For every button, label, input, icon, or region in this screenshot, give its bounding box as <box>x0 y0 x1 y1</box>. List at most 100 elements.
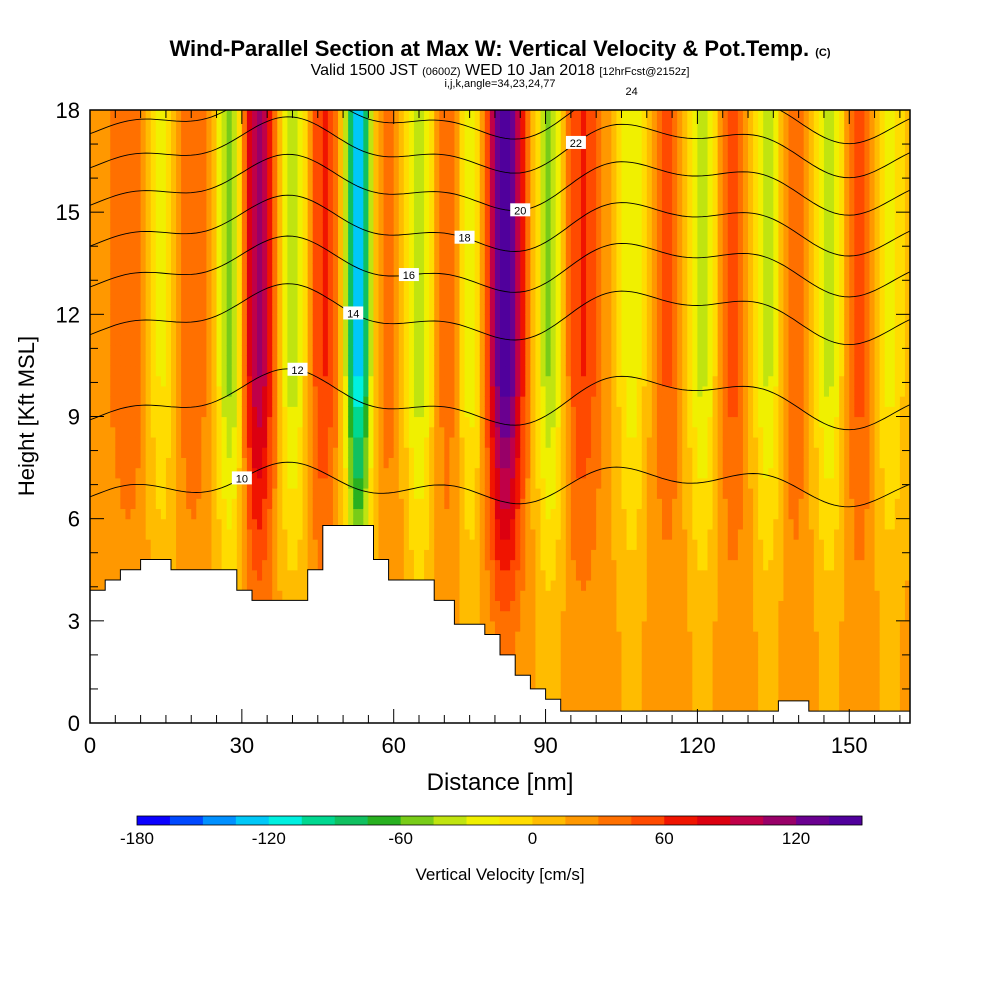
field-cell <box>201 416 208 428</box>
field-cell <box>474 222 481 234</box>
field-cell <box>307 232 314 244</box>
field-cell <box>241 447 248 458</box>
field-cell <box>236 120 243 132</box>
field-cell <box>191 334 197 346</box>
field-cell <box>403 375 410 387</box>
field-cell <box>196 539 202 550</box>
field-cell <box>216 436 223 448</box>
field-cell <box>312 488 319 499</box>
field-cell <box>479 293 486 305</box>
field-cell <box>368 161 375 172</box>
field-cell <box>196 385 202 397</box>
field-cell <box>368 334 375 346</box>
field-cell <box>368 488 375 499</box>
field-cell <box>373 355 380 367</box>
field-cell <box>181 426 187 438</box>
field-cell <box>246 385 253 397</box>
field-cell <box>332 426 339 438</box>
field-cell <box>444 232 450 244</box>
field-cell <box>464 477 471 489</box>
field-cell <box>469 396 476 407</box>
field-cell <box>388 171 395 183</box>
field-cell <box>403 436 410 448</box>
field-cell <box>505 416 511 428</box>
field-cell <box>302 181 309 193</box>
field-cell <box>302 436 309 448</box>
field-cell <box>115 518 121 530</box>
field-cell <box>125 375 132 387</box>
field-cell <box>287 150 294 162</box>
field-cell <box>226 447 233 458</box>
field-cell <box>459 161 466 172</box>
field-cell <box>272 406 278 418</box>
field-cell <box>505 518 511 530</box>
field-cell <box>272 518 278 530</box>
field-cell <box>505 273 511 285</box>
field-cell <box>348 130 354 142</box>
field-cell <box>176 120 182 132</box>
field-cell <box>120 344 127 356</box>
field-cell <box>277 120 283 132</box>
field-cell <box>500 222 506 234</box>
field-cell <box>358 488 364 499</box>
field-cell <box>429 191 435 203</box>
field-cell <box>327 518 334 530</box>
field-cell <box>120 191 127 203</box>
field-cell <box>186 334 192 346</box>
field-cell <box>424 191 430 203</box>
field-cell <box>505 559 511 571</box>
field-cell <box>419 222 425 234</box>
field-cell <box>398 191 405 203</box>
field-cell <box>494 314 501 326</box>
field-cell <box>196 191 202 203</box>
field-cell <box>332 396 339 407</box>
field-cell <box>388 140 395 152</box>
field-cell <box>419 426 425 438</box>
field-cell <box>449 161 456 172</box>
field-cell <box>135 304 142 315</box>
field-cell <box>105 130 111 142</box>
field-cell <box>302 150 309 162</box>
field-cell <box>120 120 127 132</box>
field-cell <box>145 181 152 193</box>
field-cell <box>464 600 471 612</box>
field-cell <box>408 488 415 499</box>
field-cell <box>221 120 228 132</box>
field-cell <box>302 590 309 601</box>
field-cell <box>297 334 304 346</box>
field-cell <box>140 212 147 223</box>
field-cell <box>388 253 395 264</box>
field-cell <box>444 201 450 213</box>
field-cell <box>105 304 111 315</box>
field-cell <box>186 385 192 397</box>
field-cell <box>262 579 268 591</box>
field-cell <box>110 549 116 561</box>
field-cell <box>150 436 157 448</box>
field-cell <box>469 140 476 152</box>
field-cell <box>489 150 496 162</box>
field-cell <box>201 559 208 571</box>
field-cell <box>348 447 354 458</box>
field-cell <box>105 365 111 377</box>
field-cell <box>246 365 253 377</box>
field-cell <box>419 130 425 142</box>
field-cell <box>307 314 314 326</box>
field-cell <box>125 416 132 428</box>
field-cell <box>479 120 486 132</box>
field-cell <box>282 436 289 448</box>
field-cell <box>257 365 263 377</box>
field-cell <box>115 549 121 561</box>
field-cell <box>262 385 268 397</box>
field-cell <box>474 498 481 510</box>
field-cell <box>246 253 253 264</box>
field-cell <box>241 375 248 387</box>
field-cell <box>398 457 405 469</box>
field-cell <box>211 212 218 223</box>
field-cell <box>262 498 268 510</box>
field-cell <box>176 385 182 397</box>
field-cell <box>434 385 440 397</box>
field-cell <box>292 406 299 418</box>
field-cell <box>216 426 223 438</box>
field-cell <box>292 385 299 397</box>
field-cell <box>297 406 304 418</box>
